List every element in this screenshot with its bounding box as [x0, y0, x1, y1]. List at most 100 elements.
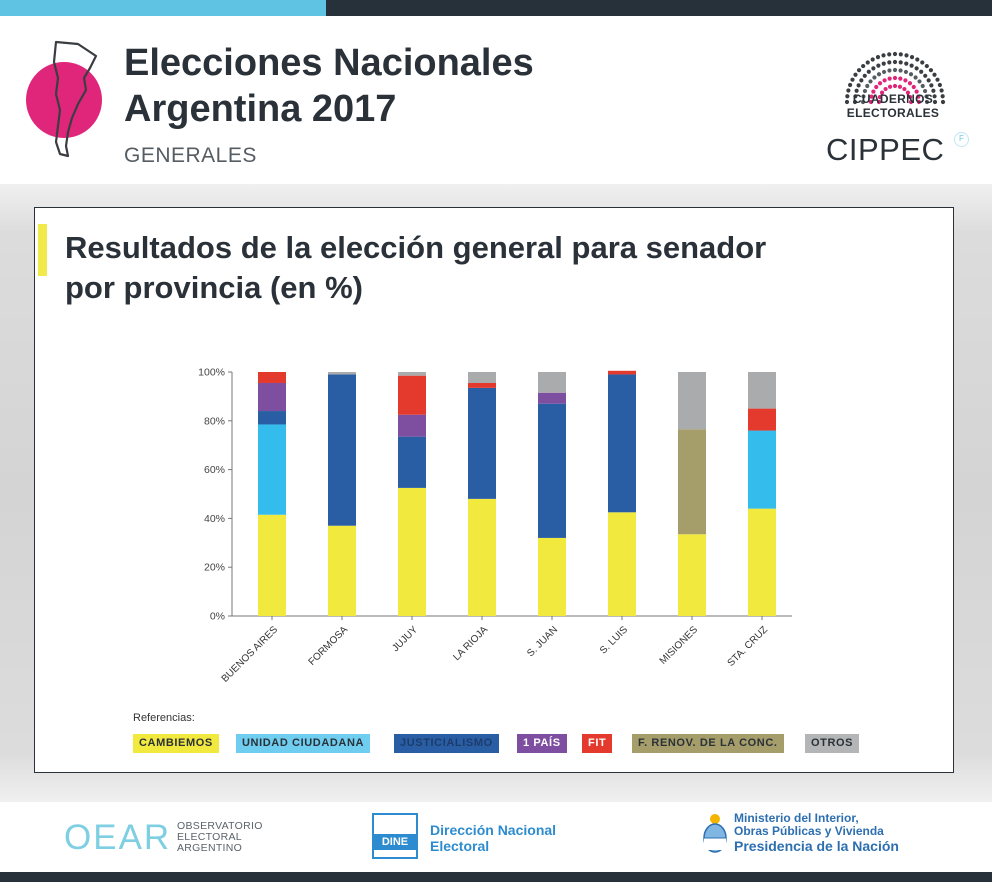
parliament-dot [870, 57, 875, 62]
parliament-dot [845, 94, 850, 99]
parliament-dot [892, 59, 898, 65]
bar-segment [608, 374, 636, 513]
dine-name: Dirección Nacional Electoral [430, 822, 556, 854]
parliament-dot [932, 94, 937, 99]
parliament-dot [914, 89, 919, 94]
parliament-dot [861, 94, 866, 99]
oear-name: OBSERVATORIO ELECTORAL ARGENTINO [177, 821, 263, 854]
parliament-dot [924, 94, 929, 99]
parliament-dot [915, 57, 920, 62]
parliament-dot [916, 99, 922, 105]
bar-segment [608, 370, 636, 375]
header: Elecciones Nacionales Argentina 2017 GEN… [0, 16, 992, 184]
x-tick-label: S. LUIS [598, 624, 630, 656]
parliament-dot [887, 68, 892, 73]
parliament-dot [908, 72, 914, 77]
x-tick-label: FORMOSA [307, 624, 351, 668]
parliament-dot [940, 99, 946, 105]
parliament-dot [916, 94, 921, 99]
parliament-dot [853, 72, 858, 77]
parliament-dot [876, 99, 882, 105]
chart-title: Resultados de la elección general para s… [65, 228, 766, 308]
parliament-dot [932, 72, 937, 77]
ministerio-line1: Ministerio del Interior, [734, 811, 859, 825]
parliament-dot [887, 76, 892, 81]
parliament-dot [892, 75, 898, 81]
parliament-dot [881, 61, 886, 66]
parliament-dot [908, 99, 914, 105]
bar-segment [398, 436, 426, 488]
parliament-dot [862, 73, 867, 78]
parliament-dot [881, 53, 886, 58]
parliament-dot [865, 60, 870, 65]
bar-segment [678, 372, 706, 430]
bar-segment [538, 372, 566, 393]
parliament-dot [892, 51, 898, 57]
y-tick-label: 100% [198, 367, 225, 379]
bar-segment [748, 372, 776, 409]
parliament-dot [898, 68, 903, 73]
bar-segment [398, 487, 426, 616]
parliament-dot [904, 61, 909, 66]
parliament-dot [859, 78, 864, 83]
oear-line3: ARGENTINO [177, 842, 243, 854]
cippec-logo: CIPPEC [826, 132, 945, 167]
legend-label: Referencias: [133, 712, 195, 724]
bar-segment [398, 372, 426, 376]
page-title: Elecciones Nacionales Argentina 2017 [124, 40, 534, 132]
bar-segment [328, 372, 356, 375]
dine-logo-frame [372, 813, 418, 859]
legend-item: JUSTICIALISMO [394, 734, 499, 753]
parliament-dot [856, 83, 861, 88]
oear-line2: ELECTORAL [177, 831, 242, 843]
parliament-dot [919, 69, 924, 74]
parliament-dot [877, 94, 882, 100]
x-tick-label: JUJUY [390, 624, 420, 654]
parliament-dot [879, 90, 885, 95]
parliament-dot [862, 88, 868, 94]
stacked-bar-chart: 0% 20% 40% 60% 80% 100% BUENOS AIRES FORMOSA JUJ… [198, 367, 792, 685]
bar-segment [328, 374, 356, 526]
dine-line1: Dirección Nacional [430, 822, 557, 838]
parliament-dot [876, 72, 882, 77]
parliament-dot [883, 86, 888, 92]
x-tick-label: STA. CRUZ [726, 624, 771, 669]
legend-item: F. RENOV. DE LA CONC. [632, 734, 784, 753]
bar-segment [468, 498, 496, 616]
bar-segment [748, 430, 776, 509]
parliament-dot [923, 73, 928, 78]
parliament-dot [898, 52, 903, 57]
parliament-dot [865, 83, 870, 89]
bar-segment [538, 392, 566, 404]
parliament-dot [876, 63, 881, 68]
parliament-dot [937, 82, 942, 88]
parliament-dot [939, 88, 944, 93]
parliament-dot [892, 83, 898, 89]
parliament-dot [877, 81, 883, 86]
parliament-dot [866, 69, 871, 74]
parliament-dot [861, 63, 866, 69]
legend-item: UNIDAD CIUDADANA [236, 734, 371, 753]
parliament-dot [881, 69, 887, 75]
parliament-dot [917, 79, 922, 84]
parliament-dot [874, 84, 879, 90]
parliament-dot [875, 55, 881, 60]
parliament-dot [898, 60, 903, 65]
parliament-dot [898, 76, 903, 81]
parliament-dot [844, 99, 850, 105]
parliament-dot [852, 99, 858, 105]
parliament-dot [932, 99, 938, 105]
parliament-dot [848, 82, 853, 88]
parliament-dot [850, 77, 855, 82]
bottom-bar [0, 872, 992, 882]
parliament-dot [887, 84, 893, 89]
parliament-dot [887, 60, 892, 65]
parliament-dot [911, 84, 916, 90]
chart-title-line2: por provincia (en %) [65, 270, 363, 305]
dine-line2: Electoral [430, 838, 490, 854]
x-tick-label: BUENOS AIRES [220, 624, 281, 685]
y-tick-label: 20% [204, 562, 225, 574]
bar-segment [678, 534, 706, 616]
parliament-dot [931, 88, 936, 93]
y-tick-label: 80% [204, 415, 225, 427]
